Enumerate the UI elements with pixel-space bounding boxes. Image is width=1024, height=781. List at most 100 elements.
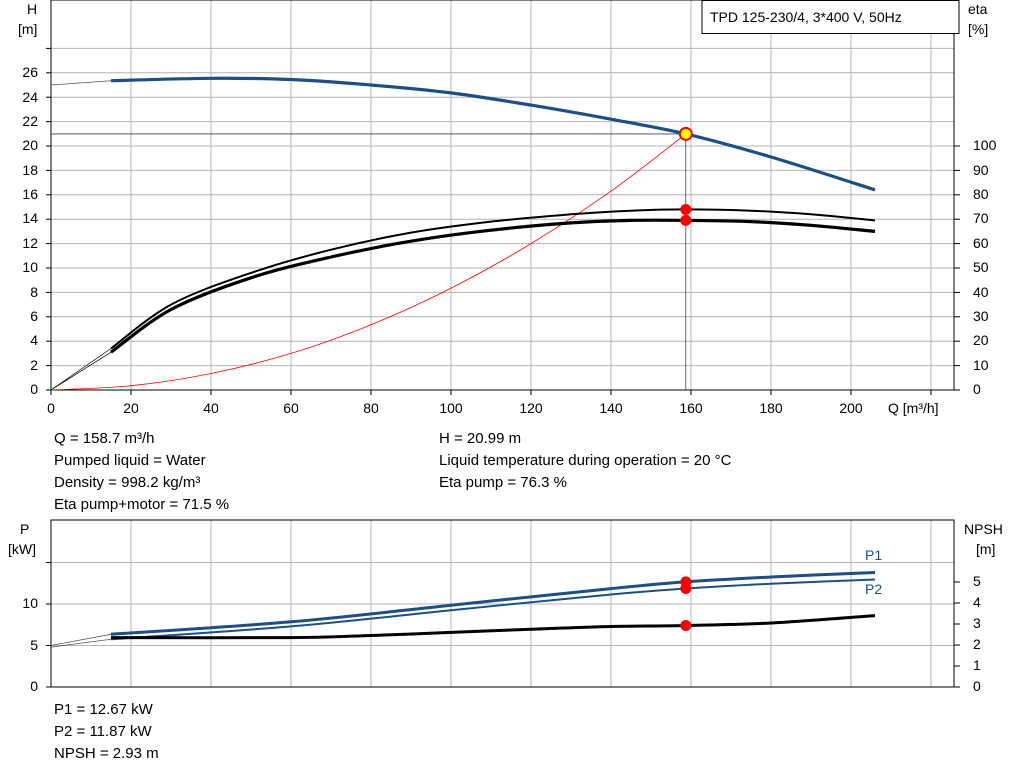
info-npsh: NPSH = 2.93 m (54, 745, 159, 762)
info-temperature: Liquid temperature during operation = 20… (439, 452, 732, 469)
x-tick: 200 (839, 400, 863, 416)
x-tick: 40 (203, 400, 219, 416)
bottom-y-ticks: 0 5 10 (22, 595, 38, 694)
top-grid (46, 0, 960, 395)
bottom-grid (46, 520, 960, 688)
eta-tick: 70 (973, 210, 989, 226)
info-top-right: H = 20.99 m Liquid temperature during op… (439, 428, 731, 494)
q-axis-label: Q [m³/h] (888, 400, 939, 416)
npsh-tick: 3 (973, 615, 981, 631)
p-tick: 10 (22, 595, 38, 611)
p1-curve (110, 571, 876, 636)
npsh-point (680, 619, 692, 631)
y-tick: 2 (30, 357, 38, 373)
p-tick: 0 (30, 678, 38, 694)
x-tick: 80 (363, 400, 379, 416)
npsh-tick: 5 (973, 573, 981, 589)
y-tick: 22 (22, 113, 38, 129)
series-label-p1: P1 (865, 547, 882, 563)
chart-title: TPD 125-230/4, 3*400 V, 50Hz (710, 9, 902, 25)
npsh-axis-unit: [m] (976, 541, 995, 557)
x-tick: 60 (283, 400, 299, 416)
info-p2: P2 = 11.87 kW (54, 723, 152, 740)
p-tick: 5 (30, 637, 38, 653)
npsh-tick: 2 (973, 636, 981, 652)
eta-total-curve (110, 218, 876, 354)
npsh-axis-label: NPSH (964, 521, 1003, 537)
x-tick: 120 (519, 400, 543, 416)
top-plot-frame (50, 0, 955, 391)
eta-total-extension (50, 351, 112, 391)
h-axis-unit: [m] (18, 21, 37, 37)
eta-tick: 60 (973, 235, 989, 251)
eta-tick: 20 (973, 332, 989, 348)
npsh-curve (110, 614, 876, 640)
series-label-p2: P2 (865, 581, 882, 597)
info-top-left: Q = 158.7 m³/h Pumped liquid = Water Den… (54, 428, 229, 516)
eta-tick: 50 (973, 259, 989, 275)
head-curve (110, 76, 876, 192)
y-tick: 10 (22, 259, 38, 275)
title-box (701, 0, 960, 34)
eta-tick: 30 (973, 308, 989, 324)
eta-axis-unit: [%] (968, 21, 988, 37)
x-tick: 160 (679, 400, 703, 416)
top-x-ticks: 0 20 40 60 80 100 120 140 160 180 200 (47, 400, 863, 416)
bottom-npsh-ticks: 0 1 2 3 4 5 (973, 573, 981, 694)
y-tick: 6 (30, 308, 38, 324)
info-density: Density = 998.2 kg/m³ (54, 474, 201, 491)
y-tick: 0 (30, 381, 38, 397)
eta-pump-curve (110, 208, 876, 350)
top-y-ticks: 0 2 4 6 8 10 12 14 16 18 20 22 24 26 (22, 64, 38, 397)
info-liquid: Pumped liquid = Water (54, 452, 206, 469)
npsh-tick: 0 (973, 678, 981, 694)
p-axis-label: P (20, 521, 29, 537)
info-bottom: P1 = 12.67 kW P2 = 11.87 kW NPSH = 2.93 … (54, 699, 159, 765)
operating-point (678, 126, 693, 141)
info-eta-total: Eta pump+motor = 71.5 % (54, 496, 230, 513)
h-axis-label: H (27, 1, 37, 17)
x-tick: 140 (599, 400, 623, 416)
y-tick: 24 (22, 89, 38, 105)
p2-point (680, 582, 692, 594)
info-q: Q = 158.7 m³/h (54, 430, 155, 447)
y-tick: 14 (22, 210, 38, 226)
y-tick: 26 (22, 64, 38, 80)
eta-total-point (680, 214, 692, 226)
p-axis-unit: [kW] (8, 541, 36, 557)
y-tick: 18 (22, 162, 38, 178)
x-tick: 180 (759, 400, 783, 416)
bottom-chart: P [kW] NPSH [m] 0 5 10 0 1 2 3 4 5 P1 P2 (8, 519, 1003, 694)
eta-tick: 40 (973, 284, 989, 300)
eta-tick: 0 (973, 381, 981, 397)
eta-pump-point (680, 203, 692, 215)
head-curve-extension (50, 80, 112, 86)
info-p1: P1 = 12.67 kW (54, 701, 153, 718)
eta-axis-label: eta (968, 1, 988, 17)
info-eta-pump: Eta pump = 76.3 % (439, 474, 567, 491)
x-tick: 20 (123, 400, 139, 416)
eta-tick: 80 (973, 186, 989, 202)
y-tick: 8 (30, 284, 38, 300)
npsh-tick: 1 (973, 657, 981, 673)
y-tick: 16 (22, 186, 38, 202)
system-curve (50, 133, 687, 391)
eta-tick: 10 (973, 357, 989, 373)
x-tick: 100 (439, 400, 463, 416)
bottom-plot-frame (50, 519, 955, 688)
eta-pump-extension (50, 348, 112, 391)
y-tick: 20 (22, 137, 38, 153)
power-curve-extension (50, 638, 112, 648)
bottom-curves (50, 571, 876, 648)
top-chart: TPD 125-230/4, 3*400 V, 50Hz H [m] eta [… (18, 0, 997, 416)
eta-tick: 100 (973, 137, 997, 153)
top-eta-ticks: 0 10 20 30 40 50 60 70 80 90 100 (973, 137, 997, 397)
p2-curve (110, 578, 876, 641)
y-tick: 4 (30, 332, 38, 348)
eta-tick: 90 (973, 162, 989, 178)
y-tick: 12 (22, 235, 38, 251)
top-curves (50, 76, 876, 391)
x-tick: 0 (47, 400, 55, 416)
power-curve-extension (50, 633, 112, 646)
